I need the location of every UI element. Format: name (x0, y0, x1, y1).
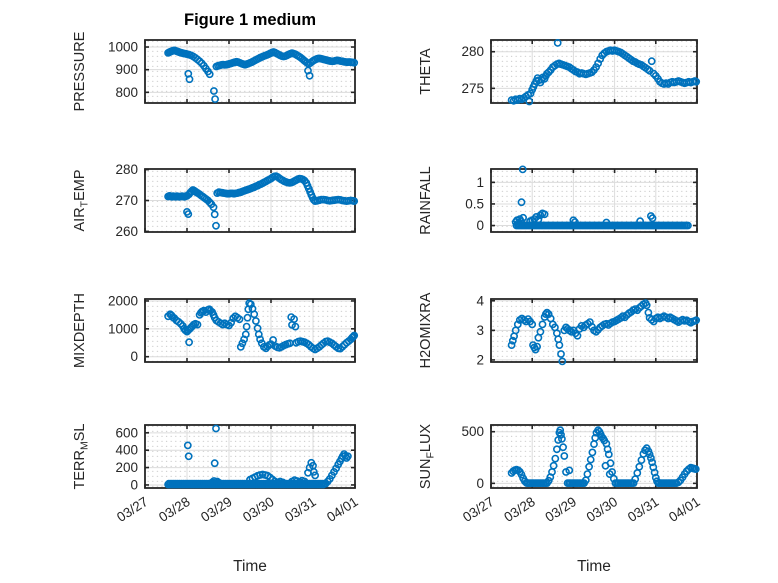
data-points (511, 165, 692, 230)
y-tick-label: 275 (461, 81, 484, 96)
y-tick-label: 400 (115, 443, 138, 458)
data-points (164, 46, 359, 103)
axes-box (490, 168, 698, 233)
minor-grid (491, 169, 697, 232)
y-tick-label: 0.5 (465, 196, 484, 211)
y-tick-label: 600 (115, 425, 138, 440)
y-axis-label: THETA (418, 48, 434, 95)
y-tick-label: 0 (476, 218, 484, 233)
subplot-h2omixra: 2 3 4 H2OMIXRA (418, 292, 701, 368)
x-tick-label: 03/30 (584, 494, 621, 525)
y-tick-label: 280 (461, 44, 484, 59)
x-axis-label: Time (233, 558, 267, 575)
x-tick-label: 03/31 (625, 494, 662, 525)
y-tick-label: 0 (130, 477, 138, 492)
y-axis-label: PRESSURE (72, 31, 88, 111)
subplot-terr_msl: 0 200 400 600 TERRMSL 03/27 03/28 03/29 03/30 03/… (72, 424, 361, 575)
axes-box (490, 424, 698, 489)
y-tick-label: 800 (115, 85, 138, 100)
y-axis-label: AIRTEMP (72, 170, 91, 232)
y-tick-label: 4 (476, 293, 484, 308)
subplot-pressure: 800 900 1000 PRESSURE (72, 31, 359, 111)
y-tick-label: 2000 (108, 293, 138, 308)
y-axis-label: H2OMIXRA (418, 292, 434, 368)
minor-grid (491, 40, 697, 103)
y-tick-label: 200 (115, 460, 138, 475)
y-tick-label: 280 (115, 162, 138, 177)
axes-box (144, 298, 356, 363)
x-tick-label: 03/31 (282, 494, 319, 525)
y-tick-label: 3 (476, 323, 484, 338)
data-points (507, 299, 701, 366)
x-axis-label: Time (577, 558, 611, 575)
x-tick-label: 03/28 (156, 494, 193, 525)
x-tick-label: 03/28 (501, 494, 538, 525)
x-tick-label: 03/27 (460, 494, 497, 525)
y-tick-label: 900 (115, 62, 138, 77)
y-tick-label: 1000 (108, 40, 138, 55)
data-points (507, 39, 701, 106)
figure-title: Figure 1 medium (183, 11, 317, 29)
tick-marks (144, 40, 356, 103)
axes-box (490, 39, 698, 104)
x-tick-label: 04/01 (324, 494, 361, 525)
y-axis-label: SUNFLUX (418, 424, 437, 490)
x-tick-label: 03/29 (198, 494, 235, 525)
subplot-rainfall: 0 0.5 1 RAINFALL (418, 165, 698, 235)
x-tick-label: 03/30 (240, 494, 277, 525)
data-points (507, 426, 700, 487)
data-points (164, 299, 359, 354)
y-axis-label: TERRMSL (72, 424, 91, 490)
y-tick-label: 2 (476, 352, 484, 367)
y-tick-label: 0 (130, 349, 138, 364)
y-axis-label: MIXDEPTH (72, 293, 88, 368)
y-tick-label: 260 (115, 224, 138, 239)
tick-marks (144, 299, 356, 362)
x-tick-label: 04/01 (666, 494, 703, 525)
y-tick-label: 270 (115, 193, 138, 208)
data-points (164, 172, 359, 230)
y-tick-label: 500 (461, 424, 484, 439)
data-points (164, 424, 352, 489)
tick-marks (490, 169, 698, 232)
y-tick-label: 0 (476, 476, 484, 491)
tick-marks (144, 168, 356, 233)
y-axis-label: RAINFALL (418, 166, 434, 235)
subplot-mixdepth: 0 1000 2000 MIXDEPTH (72, 293, 359, 368)
subplot-theta: 275 280 THETA (418, 39, 701, 106)
y-tick-label: 1 (476, 175, 484, 190)
subplot-sun_flux: 0 500 SUNFLUX 03/27 03/28 03/29 03/30 03/31 04/0… (418, 424, 703, 575)
subplot-air_temp: 260 270 280 AIRTEMP (72, 162, 359, 239)
x-tick-label: 03/27 (114, 494, 151, 525)
x-tick-label: 03/29 (543, 494, 580, 525)
tick-marks (490, 299, 698, 362)
axes-box (144, 39, 356, 104)
y-tick-label: 1000 (108, 321, 138, 336)
